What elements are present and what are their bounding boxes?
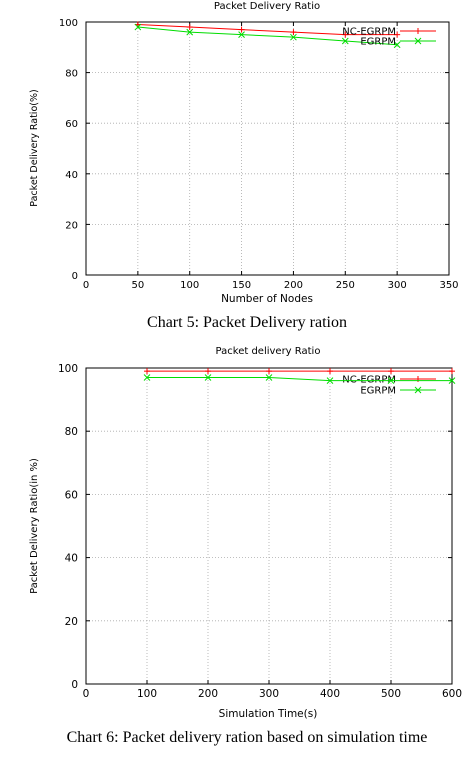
- x-marker: [204, 374, 212, 381]
- x-tick-label: 200: [198, 688, 218, 700]
- x-tick-label: 200: [284, 280, 303, 291]
- x-tick-label: 400: [320, 688, 340, 700]
- x-marker: [393, 41, 401, 49]
- x-marker: [414, 386, 422, 394]
- x-tick-label: 300: [259, 688, 279, 700]
- y-tick-label: 20: [65, 616, 78, 628]
- y-tick-label: 40: [65, 553, 78, 565]
- x-marker: [186, 28, 194, 36]
- x-tick-label: 600: [442, 688, 462, 700]
- plot-area: 0 100 200 300 400 500 600 0 20 40 60 80 100 NC-EGRPME…: [58, 363, 462, 700]
- y-tick-label: 80: [65, 426, 78, 438]
- x-tick-label: 500: [381, 688, 401, 700]
- chart-title: Packet Delivery Ratio: [214, 1, 320, 12]
- x-marker: [387, 377, 395, 384]
- plot-area: 0 50 100 150 200 250 300 350 0 20 40 60 80 100 NC-EGRP…: [59, 18, 459, 291]
- series-line: [137, 26, 398, 46]
- x-tick-label: 0: [83, 688, 90, 700]
- x-marker: [134, 23, 142, 31]
- y-tick-label: 100: [58, 363, 78, 375]
- x-marker: [326, 377, 334, 384]
- chart-caption: Chart 5: Packet Delivery ration: [147, 314, 347, 331]
- y-tick-label: 0: [72, 271, 78, 282]
- y-tick-label: 40: [65, 170, 78, 181]
- x-tick-label: 100: [180, 280, 199, 291]
- x-marker: [290, 33, 297, 41]
- y-tick-label: 0: [71, 679, 78, 691]
- x-tick-label: 250: [336, 280, 355, 291]
- x-marker: [414, 37, 422, 45]
- series-nc-egrpm: [134, 21, 401, 38]
- legend-label: NC-EGRPM: [342, 27, 396, 38]
- series-egrpm: [134, 23, 401, 49]
- chart-caption: Chart 6: Packet delivery ration based on…: [67, 729, 428, 746]
- x-marker: [238, 31, 245, 39]
- legend-label: EGRPM: [360, 386, 396, 397]
- x-marker: [448, 377, 456, 384]
- x-tick-label: 300: [388, 280, 407, 291]
- x-tick-label: 0: [83, 280, 89, 291]
- x-axis-label: Number of Nodes: [221, 293, 313, 305]
- series-nc-egrpm: [144, 368, 455, 375]
- legend-label: EGRPM: [360, 37, 396, 48]
- x-marker: [341, 37, 349, 45]
- y-tick-label: 100: [59, 18, 78, 29]
- x-tick-label: 100: [137, 688, 157, 700]
- series-line: [137, 24, 398, 36]
- y-tick-label: 20: [65, 220, 78, 231]
- y-tick-label: 80: [65, 69, 78, 80]
- x-axis-label: Simulation Time(s): [219, 708, 318, 720]
- x-tick-label: 150: [232, 280, 251, 291]
- y-tick-label: 60: [65, 119, 78, 130]
- series-line: [147, 376, 452, 382]
- legend-label: NC-EGRPM: [342, 375, 396, 386]
- chart-title: Packet delivery Ratio: [216, 346, 321, 357]
- chart-5: Packet Delivery Ratio 0 50 100 150 200 250 300…: [29, 1, 459, 331]
- plot-frame: [85, 367, 453, 685]
- y-tick-label: 60: [65, 489, 78, 501]
- y-axis-label: Packet Delivery Ratio(in %): [29, 458, 40, 594]
- y-axis-label: Packet Delivery Ratio(%): [29, 89, 40, 206]
- x-tick-label: 350: [439, 280, 458, 291]
- series-egrpm: [143, 374, 456, 384]
- x-marker: [143, 374, 151, 381]
- x-tick-label: 50: [131, 280, 144, 291]
- chart-6: Packet delivery Ratio 0 100 200 300 400 500 60…: [29, 346, 462, 746]
- x-marker: [265, 374, 273, 381]
- plot-frame: [85, 21, 450, 276]
